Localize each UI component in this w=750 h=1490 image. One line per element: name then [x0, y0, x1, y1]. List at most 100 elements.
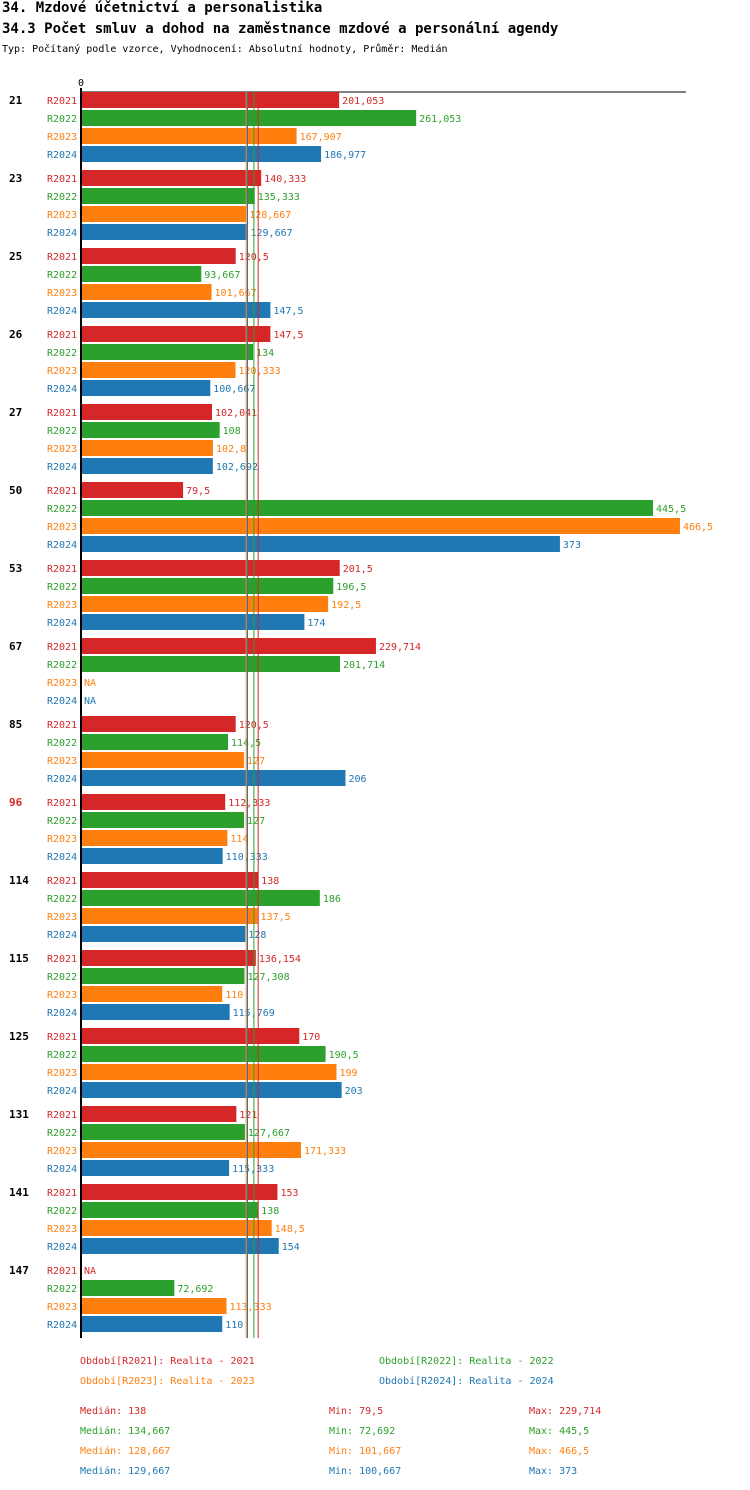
category-label-131: 131: [9, 1108, 29, 1121]
series-label-125-r2021: R2021: [47, 1032, 77, 1043]
series-label-50-r2021: R2021: [47, 486, 77, 497]
bar-50-r2024: [81, 536, 560, 552]
legend-entry-r2022: Období[R2022]: Realita - 2022: [379, 1356, 554, 1367]
bar-67-r2021: [81, 638, 376, 654]
series-label-53-r2021: R2021: [47, 564, 77, 575]
series-label-27-r2023: R2023: [47, 444, 77, 455]
bar-25-r2024: [81, 302, 271, 318]
series-label-96-r2023: R2023: [47, 834, 77, 845]
data-label-131-r2021: 121: [239, 1110, 257, 1121]
data-label-25-r2024: 147,5: [273, 306, 303, 317]
data-label-125-r2021: 170: [302, 1032, 320, 1043]
bar-27-r2021: [81, 404, 213, 420]
legend-entry-r2021: Období[R2021]: Realita - 2021: [80, 1356, 255, 1367]
bar-96-r2023: [81, 830, 228, 846]
legend-entry-r2024: Období[R2024]: Realita - 2024: [379, 1376, 554, 1387]
series-label-21-r2022: R2022: [47, 114, 77, 125]
data-label-141-r2021: 153: [280, 1188, 298, 1199]
chart-title: 34.3 Počet smluv a dohod na zaměstnance …: [2, 21, 559, 37]
series-label-141-r2023: R2023: [47, 1224, 77, 1235]
data-label-25-r2022: 93,667: [204, 270, 240, 281]
series-label-85-r2022: R2022: [47, 738, 77, 749]
stat-median-r2024: Medián: 129,667: [80, 1466, 171, 1477]
series-label-23-r2022: R2022: [47, 192, 77, 203]
bar-125-r2022: [81, 1046, 326, 1062]
data-label-131-r2022: 127,667: [248, 1128, 290, 1139]
data-label-96-r2021: 112,333: [228, 798, 270, 809]
bar-147-r2024: [81, 1316, 223, 1332]
chart-section-title: 34. Mzdové účetnictví a personalistika: [2, 0, 323, 16]
bar-25-r2023: [81, 284, 212, 300]
bar-27-r2024: [81, 458, 213, 474]
data-label-115-r2021: 136,154: [259, 954, 301, 965]
bar-25-r2022: [81, 266, 202, 282]
data-label-141-r2023: 148,5: [275, 1224, 305, 1235]
series-label-131-r2022: R2022: [47, 1128, 77, 1139]
bar-27-r2022: [81, 422, 220, 438]
bar-53-r2024: [81, 614, 305, 630]
bar-96-r2022: [81, 812, 245, 828]
series-label-147-r2021: R2021: [47, 1266, 77, 1277]
data-label-27-r2023: 102,8: [216, 444, 246, 455]
data-label-67-r2024: NA: [84, 696, 96, 707]
data-label-125-r2024: 203: [345, 1086, 363, 1097]
stat-median-r2021: Medián: 138: [80, 1406, 147, 1417]
bar-114-r2024: [81, 926, 246, 942]
bar-21-r2021: [81, 92, 340, 108]
data-label-147-r2022: 72,692: [177, 1284, 213, 1295]
series-label-27-r2022: R2022: [47, 426, 77, 437]
category-label-141: 141: [9, 1186, 29, 1199]
data-label-85-r2023: 127: [247, 756, 265, 767]
data-label-26-r2022: 134: [256, 348, 274, 359]
bar-23-r2021: [81, 170, 262, 186]
series-label-21-r2024: R2024: [47, 150, 77, 161]
category-label-125: 125: [9, 1030, 29, 1043]
chart-meta-line: Typ: Počítaný podle vzorce, Vyhodnocení:…: [2, 44, 448, 55]
data-label-21-r2023: 167,907: [300, 132, 342, 143]
data-label-125-r2023: 199: [340, 1068, 358, 1079]
data-label-141-r2024: 154: [282, 1242, 300, 1253]
stat-max-r2024: Max: 373: [529, 1466, 578, 1477]
series-label-147-r2022: R2022: [47, 1284, 77, 1295]
data-label-114-r2021: 138: [261, 876, 279, 887]
bar-114-r2023: [81, 908, 258, 924]
series-label-26-r2024: R2024: [47, 384, 77, 395]
data-label-21-r2021: 201,053: [342, 96, 384, 107]
data-label-50-r2024: 373: [563, 540, 581, 551]
data-label-26-r2021: 147,5: [273, 330, 303, 341]
series-label-25-r2024: R2024: [47, 306, 77, 317]
stat-max-r2021: Max: 229,714: [529, 1406, 602, 1417]
bar-26-r2021: [81, 326, 271, 342]
bar-50-r2021: [81, 482, 184, 498]
stat-min-r2024: Min: 100,667: [329, 1466, 402, 1477]
series-label-67-r2024: R2024: [47, 696, 77, 707]
data-label-114-r2022: 186: [323, 894, 341, 905]
data-label-23-r2023: 128,667: [249, 210, 291, 221]
series-label-23-r2021: R2021: [47, 174, 77, 185]
stat-median-r2023: Medián: 128,667: [80, 1446, 171, 1457]
data-label-27-r2021: 102,041: [215, 408, 257, 419]
series-label-131-r2024: R2024: [47, 1164, 77, 1175]
series-label-125-r2022: R2022: [47, 1050, 77, 1061]
data-label-50-r2022: 445,5: [656, 504, 686, 515]
bar-115-r2022: [81, 968, 245, 984]
series-label-50-r2023: R2023: [47, 522, 77, 533]
data-label-147-r2024: 110: [225, 1320, 243, 1331]
series-label-67-r2022: R2022: [47, 660, 77, 671]
series-label-131-r2021: R2021: [47, 1110, 77, 1121]
series-label-50-r2024: R2024: [47, 540, 77, 551]
data-label-67-r2023: NA: [84, 678, 96, 689]
data-label-21-r2022: 261,053: [419, 114, 461, 125]
data-label-96-r2023: 114: [230, 834, 248, 845]
bar-131-r2022: [81, 1124, 245, 1140]
series-label-27-r2024: R2024: [47, 462, 77, 473]
series-label-85-r2024: R2024: [47, 774, 77, 785]
bar-23-r2022: [81, 188, 255, 204]
bar-96-r2024: [81, 848, 223, 864]
x-axis-zero-label: 0: [78, 78, 84, 89]
bar-67-r2022: [81, 656, 340, 672]
series-label-125-r2023: R2023: [47, 1068, 77, 1079]
bar-125-r2021: [81, 1028, 300, 1044]
data-label-114-r2024: 128: [248, 930, 266, 941]
data-label-27-r2024: 102,692: [216, 462, 258, 473]
